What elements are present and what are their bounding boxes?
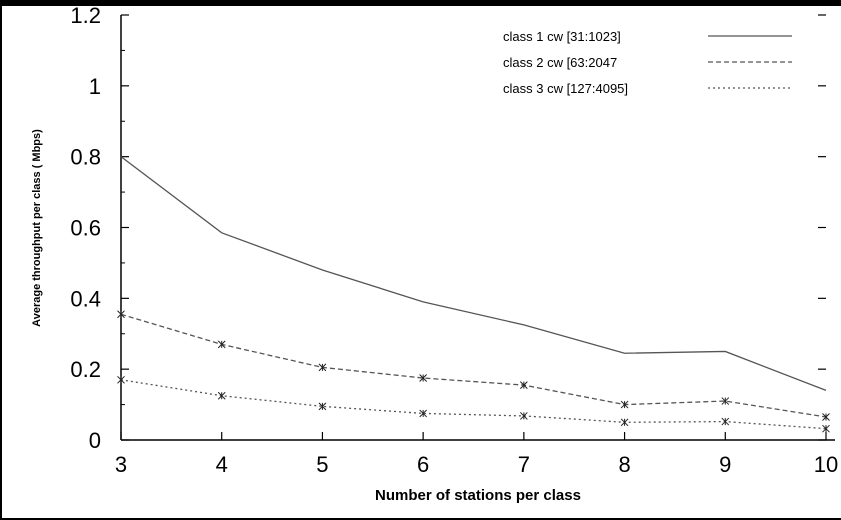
legend-label: class 3 cw [127:4095] [503,81,628,96]
x-tick-label: 10 [814,452,838,477]
y-tick-label: 0.6 [70,216,101,241]
data-point [318,363,327,372]
y-axis-title: Average throughput per class ( Mbps) [31,129,43,327]
y-tick-label: 1 [89,74,101,99]
plot-axes [120,15,835,441]
data-point [217,340,226,349]
x-axis-title: Number of stations per class [375,487,581,504]
data-point [620,400,629,409]
data-point [520,412,528,420]
series-line-3 [120,379,827,430]
data-point [721,417,730,426]
x-ticks: 3 4 5 6 7 8 9 10 [115,432,838,477]
data-point [520,381,528,389]
x-tick-label: 4 [216,452,228,477]
series-line-2 [120,313,827,418]
data-point [419,374,427,382]
data-point [217,391,226,400]
y-tick-label: 0.4 [70,286,101,311]
data-point [721,397,730,405]
series-line-1 [120,156,827,392]
y-tick-label: 0.8 [70,145,101,170]
data-point [117,375,125,384]
legend: class 1 cw [31:1023] class 2 cw [63:2047 c… [503,29,792,96]
legend-label: class 2 cw [63:2047 [503,55,617,70]
y-tick-label: 1.2 [70,3,101,28]
data-point [822,424,830,433]
x-tick-label: 8 [618,452,630,477]
x-tick-label: 7 [518,452,530,477]
data-point [822,413,830,421]
y-tick-label: 0 [89,428,101,453]
data-point [318,402,327,411]
y-ticks: 0 0.2 0.4 0.6 0.8 1 1.2 [70,3,826,453]
data-point [419,409,427,418]
series-layer [117,156,830,433]
data-point [117,310,125,319]
legend-label: class 1 cw [31:1023] [503,29,621,44]
x-tick-label: 5 [316,452,328,477]
x-tick-label: 9 [719,452,731,477]
x-tick-label: 6 [417,452,429,477]
x-tick-label: 3 [115,452,127,477]
y-tick-label: 0.2 [70,357,101,382]
data-point [620,418,629,427]
